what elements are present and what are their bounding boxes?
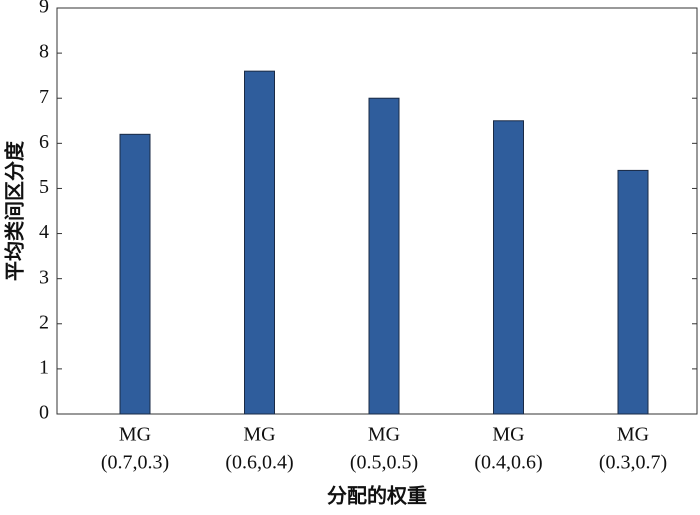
x-tick-label: (0.7,0.3) [101, 452, 169, 474]
x-tick-label: (0.6,0.4) [225, 452, 293, 474]
x-tick-label: (0.3,0.7) [599, 452, 667, 474]
y-tick-label: 4 [39, 221, 49, 243]
x-tick-label: MG [492, 424, 524, 446]
y-tick-label: 0 [39, 402, 49, 424]
x-tick-label: (0.4,0.6) [474, 452, 542, 474]
x-axis-title: 分配的权重 [327, 484, 427, 508]
y-tick-label: 5 [39, 176, 49, 198]
bar [617, 169, 649, 415]
x-tick-label: MG [368, 424, 400, 446]
x-tick-label: MG [617, 424, 649, 446]
y-tick-label: 8 [39, 41, 49, 63]
x-tick-label: MG [119, 424, 151, 446]
x-tick-label: (0.5,0.5) [350, 452, 418, 474]
y-tick-label: 6 [39, 131, 49, 153]
y-tick-label: 7 [39, 86, 49, 108]
bar [368, 97, 400, 415]
bar [244, 70, 275, 415]
bar [493, 120, 524, 415]
y-axis-title: 平均类间区分度 [3, 140, 27, 281]
y-tick-label: 1 [39, 356, 49, 378]
x-tick-label: MG [243, 424, 275, 446]
y-tick-label: 3 [39, 266, 49, 288]
y-tick-label: 2 [39, 311, 49, 333]
y-tick-label: 9 [39, 0, 49, 18]
bar [119, 133, 151, 415]
